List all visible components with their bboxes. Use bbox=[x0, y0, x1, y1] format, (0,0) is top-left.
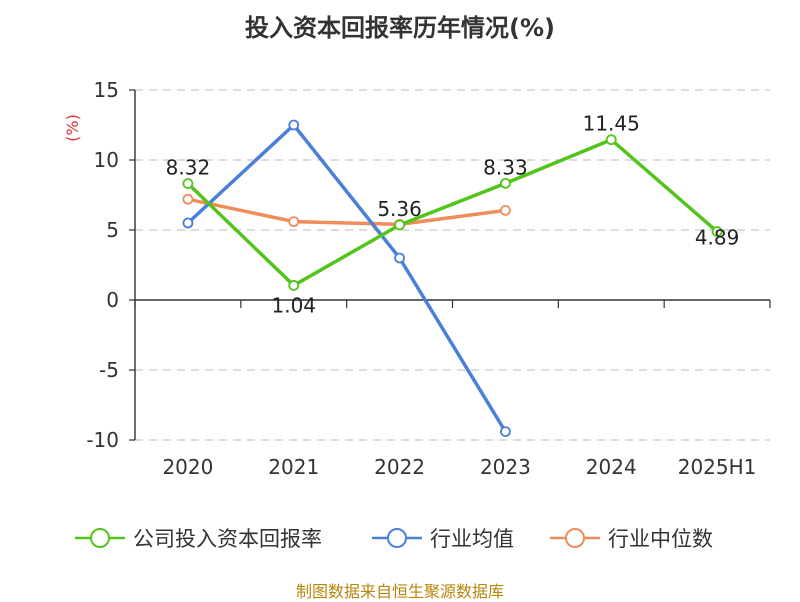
data-point bbox=[605, 134, 617, 146]
legend-marker bbox=[90, 528, 110, 548]
y-tick-label: -10 bbox=[86, 428, 119, 452]
y-tick-label: -5 bbox=[99, 358, 119, 382]
legend-item[interactable]: 行业均值 bbox=[372, 527, 514, 551]
data-label: 1.04 bbox=[271, 293, 316, 317]
data-label: 11.45 bbox=[583, 112, 640, 136]
legend-marker bbox=[387, 528, 407, 548]
legend-item[interactable]: 行业中位数 bbox=[550, 527, 713, 551]
y-tick-label: 15 bbox=[94, 78, 119, 102]
data-point bbox=[500, 426, 511, 438]
legend-label: 行业中位数 bbox=[608, 527, 713, 551]
data-point bbox=[288, 216, 300, 228]
data-label: 8.33 bbox=[483, 155, 528, 179]
legend-marker bbox=[565, 528, 585, 548]
series-line-0 bbox=[186, 137, 719, 288]
y-axis-label: (%) bbox=[63, 114, 82, 142]
data-point bbox=[500, 204, 511, 216]
x-tick-label: 2020 bbox=[162, 455, 213, 479]
legend-label: 公司投入资本回报率 bbox=[133, 527, 322, 551]
data-point bbox=[288, 119, 300, 131]
x-tick-label: 2024 bbox=[586, 455, 637, 479]
data-label: 5.36 bbox=[377, 197, 422, 221]
data-point bbox=[394, 219, 405, 231]
data-point bbox=[500, 177, 511, 189]
data-point bbox=[182, 217, 194, 229]
x-tick-label: 2022 bbox=[374, 455, 425, 479]
series-line-2 bbox=[187, 197, 506, 227]
x-tick-label: 2023 bbox=[480, 455, 531, 479]
series-line-1 bbox=[186, 123, 507, 433]
y-tick-label: 10 bbox=[94, 148, 119, 172]
data-point bbox=[182, 178, 194, 189]
x-tick-label: 2021 bbox=[268, 455, 319, 479]
data-point bbox=[288, 280, 300, 291]
chart-title: 投入资本回报率历年情况(%) bbox=[245, 14, 555, 42]
data-point bbox=[711, 226, 723, 237]
legend-item[interactable]: 公司投入资本回报率 bbox=[75, 527, 322, 551]
data-point bbox=[182, 193, 194, 205]
data-label: 8.32 bbox=[166, 156, 211, 180]
legend-label: 行业均值 bbox=[430, 527, 514, 551]
y-tick-label: 5 bbox=[106, 218, 119, 242]
data-label: 4.89 bbox=[695, 226, 740, 250]
x-tick-label: 2025H1 bbox=[678, 455, 757, 479]
source-note: 制图数据来自恒生聚源数据库 bbox=[295, 582, 504, 601]
y-tick-label: 0 bbox=[106, 288, 119, 312]
data-point bbox=[394, 252, 405, 264]
